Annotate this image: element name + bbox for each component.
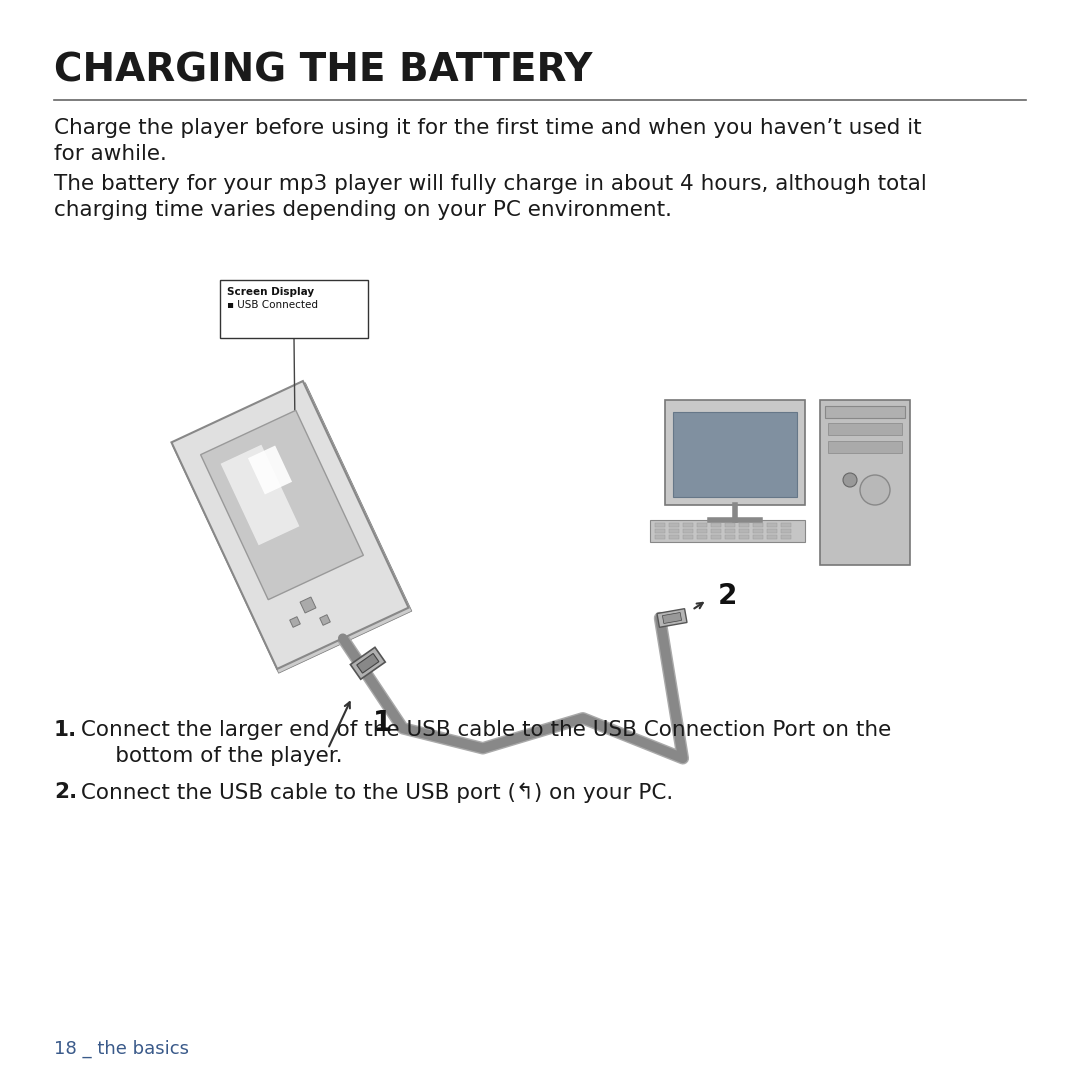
FancyBboxPatch shape [781,529,791,534]
FancyBboxPatch shape [650,519,805,542]
Text: Connect the USB cable to the USB port (↰) on your PC.: Connect the USB cable to the USB port (↰… [75,782,673,802]
Polygon shape [320,615,330,625]
FancyBboxPatch shape [781,523,791,527]
Polygon shape [172,382,411,673]
FancyBboxPatch shape [711,529,721,534]
Polygon shape [289,617,300,627]
FancyBboxPatch shape [725,523,735,527]
FancyBboxPatch shape [683,529,693,534]
FancyBboxPatch shape [697,529,707,534]
FancyBboxPatch shape [654,523,665,527]
Circle shape [843,473,858,487]
FancyBboxPatch shape [725,529,735,534]
FancyBboxPatch shape [654,529,665,534]
FancyBboxPatch shape [697,535,707,539]
FancyBboxPatch shape [739,529,750,534]
FancyBboxPatch shape [669,529,679,534]
FancyBboxPatch shape [828,441,902,453]
Text: CHARGING THE BATTERY: CHARGING THE BATTERY [54,52,592,90]
FancyBboxPatch shape [767,523,777,527]
FancyBboxPatch shape [654,535,665,539]
Polygon shape [248,446,292,495]
Text: 2: 2 [717,582,737,610]
Text: Charge the player before using it for the first time and when you haven’t used i: Charge the player before using it for th… [54,118,921,138]
Text: The battery for your mp3 player will fully charge in about 4 hours, although tot: The battery for your mp3 player will ful… [54,174,927,194]
FancyBboxPatch shape [753,535,762,539]
Polygon shape [172,381,408,669]
Polygon shape [350,647,386,679]
Text: ▪ USB Connected: ▪ USB Connected [227,300,318,310]
FancyBboxPatch shape [739,535,750,539]
Polygon shape [300,597,316,613]
FancyBboxPatch shape [673,411,797,497]
FancyBboxPatch shape [220,280,368,338]
Polygon shape [662,612,681,623]
FancyBboxPatch shape [767,535,777,539]
FancyBboxPatch shape [665,400,805,505]
FancyBboxPatch shape [683,535,693,539]
Polygon shape [201,410,363,599]
FancyBboxPatch shape [669,523,679,527]
Text: Connect the larger end of the USB cable to the USB Connection Port on the: Connect the larger end of the USB cable … [75,720,891,740]
FancyBboxPatch shape [767,529,777,534]
Text: 1: 1 [374,710,392,738]
Text: Screen Display: Screen Display [227,287,314,297]
FancyBboxPatch shape [711,523,721,527]
FancyBboxPatch shape [781,535,791,539]
FancyBboxPatch shape [669,535,679,539]
FancyBboxPatch shape [725,535,735,539]
Text: for awhile.: for awhile. [54,144,167,164]
FancyBboxPatch shape [697,523,707,527]
FancyBboxPatch shape [683,523,693,527]
Polygon shape [657,609,687,627]
Text: 18 _ the basics: 18 _ the basics [54,1040,189,1058]
FancyBboxPatch shape [820,400,910,565]
FancyBboxPatch shape [825,406,905,418]
FancyBboxPatch shape [739,523,750,527]
Text: charging time varies depending on your PC environment.: charging time varies depending on your P… [54,200,672,220]
Polygon shape [220,445,299,545]
FancyBboxPatch shape [711,535,721,539]
Text: 1.: 1. [54,720,78,740]
Circle shape [860,475,890,505]
Text: bottom of the player.: bottom of the player. [75,746,342,766]
Polygon shape [356,653,379,673]
FancyBboxPatch shape [753,523,762,527]
FancyBboxPatch shape [753,529,762,534]
FancyBboxPatch shape [828,423,902,435]
Text: 2.: 2. [54,782,78,802]
